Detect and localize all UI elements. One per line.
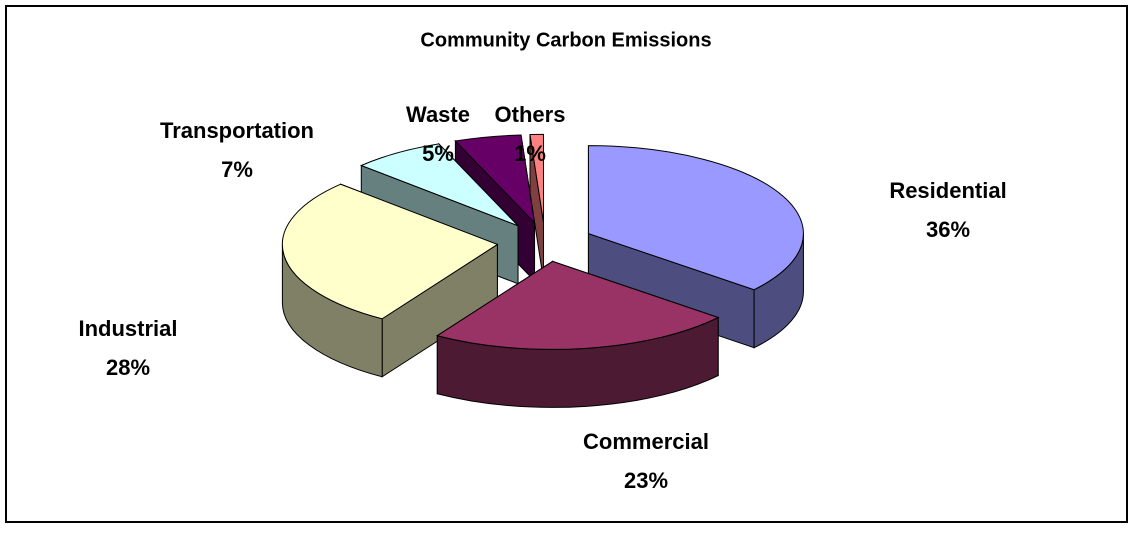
chart-border [5,5,1128,523]
slice-label: Residential [889,178,1006,203]
slice-top [436,260,720,350]
slice-label: Commercial [583,429,709,454]
slice-label: Others [495,102,566,127]
slice-top [359,143,519,227]
slice-label: Industrial [78,316,177,341]
slice-value: 7% [221,157,253,182]
slice-label: Transportation [160,118,314,143]
slice-top [529,133,544,223]
slice-value: 23% [624,468,668,493]
slice-label: Waste [406,102,470,127]
slice-top [281,183,499,320]
slice-value: 36% [926,217,970,242]
slice-top [587,145,804,291]
slice-value: 1% [514,141,546,166]
slice-value: 5% [422,141,454,166]
slice-top [454,134,536,225]
chart-title: Community Carbon Emissions [420,29,711,51]
slice-value: 28% [106,355,150,380]
